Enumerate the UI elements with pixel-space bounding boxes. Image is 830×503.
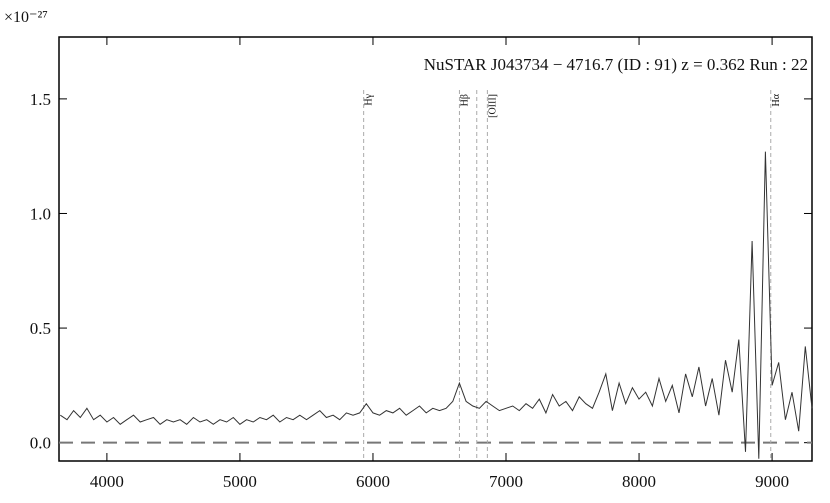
x-tick-label: 7000: [489, 472, 523, 491]
y-tick-label: 0.0: [30, 434, 51, 453]
y-tick-label: 1.0: [30, 204, 51, 223]
emission-line-label: Hβ: [459, 94, 470, 106]
plot-frame: [58, 36, 813, 462]
x-tick-label: 8000: [622, 472, 656, 491]
x-tick-label: 9000: [755, 472, 789, 491]
emission-line-label: Hγ: [364, 93, 375, 105]
chart-title: NuSTAR J043734 − 4716.7 (ID : 91) z = 0.…: [424, 55, 808, 74]
emission-line-label: [OIII]: [487, 94, 498, 118]
y-scale-label: ×10⁻²⁷: [4, 9, 48, 26]
x-tick-label: 6000: [356, 472, 390, 491]
y-tick-label: 1.5: [30, 90, 51, 109]
x-tick-label: 5000: [223, 472, 257, 491]
emission-line-label: Hα: [771, 93, 782, 106]
spectrum-line: [60, 151, 813, 459]
x-tick-label: 4000: [90, 472, 124, 491]
y-tick-label: 0.5: [30, 319, 51, 338]
